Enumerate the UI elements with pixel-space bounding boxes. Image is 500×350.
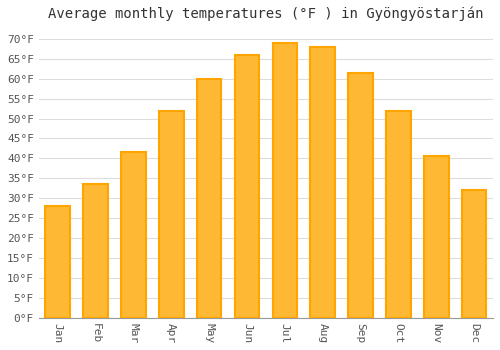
Bar <box>348 73 373 318</box>
Bar <box>121 152 146 318</box>
Bar <box>46 206 70 318</box>
Bar <box>84 184 108 318</box>
Bar <box>310 47 335 318</box>
Title: Average monthly temperatures (°F ) in Gyöngyöstarján: Average monthly temperatures (°F ) in Gy… <box>48 7 484 21</box>
Bar <box>424 156 448 318</box>
Bar <box>159 111 184 318</box>
Bar <box>386 111 410 318</box>
Bar <box>197 79 222 318</box>
Bar <box>234 55 260 318</box>
Bar <box>462 190 486 318</box>
Bar <box>272 43 297 318</box>
